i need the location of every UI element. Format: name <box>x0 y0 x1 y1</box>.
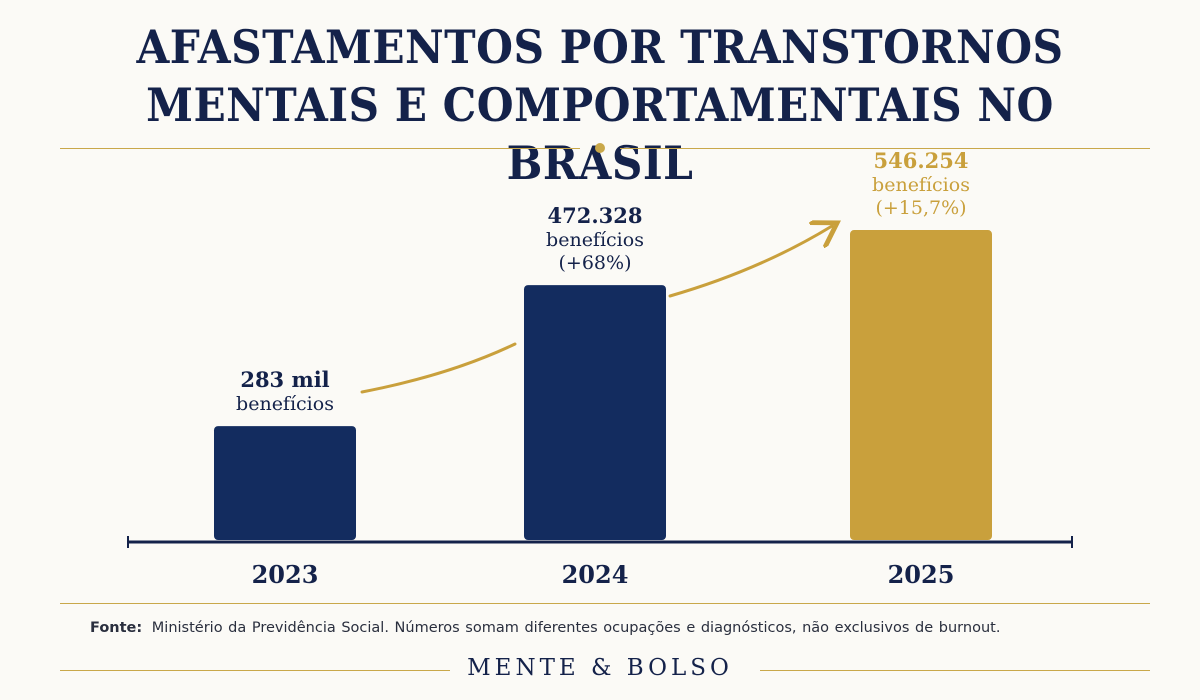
page-title: AFASTAMENTOS POR TRANSTORNOS MENTAIS E C… <box>48 18 1152 192</box>
data-label-2024-line-2: benefícios <box>546 229 644 251</box>
data-label-2023-line-1: 283 mil <box>240 367 329 392</box>
source-note: Fonte: Ministério da Previdência Social.… <box>90 620 1140 636</box>
title-line-1: AFASTAMENTOS POR TRANSTORNOS <box>136 20 1064 74</box>
source-label: Fonte: <box>90 620 143 636</box>
footer-divider-top <box>60 603 1150 604</box>
data-label-2024-line-3: (+68%) <box>559 252 632 274</box>
growth-arrow-1 <box>360 342 517 394</box>
data-label-2025-line-2: benefícios <box>872 174 970 196</box>
bar-2024 <box>524 285 666 540</box>
data-label-2024-line-1: 472.328 <box>548 203 643 228</box>
growth-arrow-2 <box>668 226 832 298</box>
data-label-2023-line-2: benefícios <box>236 393 334 415</box>
footer-divider-right <box>760 670 1150 671</box>
x-tick-label-2023: 2023 <box>252 560 319 589</box>
x-tick-label-2024: 2024 <box>562 560 629 589</box>
title-divider-dot <box>595 143 605 153</box>
bar-2025 <box>850 230 992 540</box>
data-label-2025-line-3: (+15,7%) <box>875 197 966 219</box>
data-label-2025-line-1: 546.254 <box>874 148 969 173</box>
x-tick-label-2025: 2025 <box>888 560 955 589</box>
title-line-2: MENTAIS E COMPORTAMENTAIS NO BRASIL <box>146 78 1054 190</box>
title-divider-left <box>60 148 580 149</box>
title-divider-right <box>620 148 1150 149</box>
bar-2023 <box>214 426 356 540</box>
source-text: Ministério da Previdência Social. Número… <box>151 620 1001 636</box>
brand-name: MENTE & BOLSO <box>467 655 733 681</box>
bar-chart: 283 milbenefícios2023472.328benefícios(+… <box>127 148 1073 589</box>
footer-divider-left <box>60 670 450 671</box>
